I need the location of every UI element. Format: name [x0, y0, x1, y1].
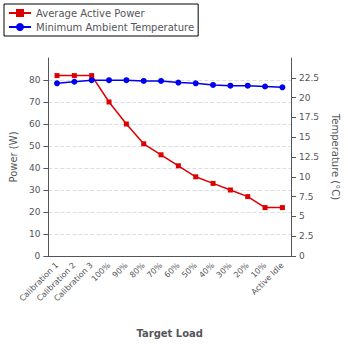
- svg-text:50%: 50%: [180, 261, 199, 280]
- svg-text:7.5: 7.5: [299, 192, 313, 202]
- svg-text:12.5: 12.5: [299, 152, 319, 162]
- svg-text:10%: 10%: [249, 260, 269, 280]
- svg-text:5: 5: [299, 211, 305, 221]
- svg-text:60%: 60%: [163, 261, 182, 280]
- svg-text:40: 40: [29, 163, 41, 173]
- svg-text:Minimum Ambient Temperature: Minimum Ambient Temperature: [36, 22, 194, 33]
- svg-text:Calibration 3: Calibration 3: [52, 261, 94, 303]
- svg-text:70: 70: [29, 97, 41, 107]
- svg-text:20%: 20%: [232, 261, 251, 280]
- svg-text:Average Active Power: Average Active Power: [36, 8, 145, 19]
- svg-text:Calibration 1: Calibration 1: [17, 260, 61, 304]
- svg-text:Active Idle: Active Idle: [250, 261, 286, 297]
- svg-text:17.5: 17.5: [299, 112, 319, 122]
- svg-text:Target Load: Target Load: [136, 328, 203, 339]
- svg-text:30: 30: [29, 185, 41, 195]
- svg-text:40%: 40%: [197, 261, 216, 280]
- svg-text:50: 50: [29, 141, 41, 151]
- svg-text:0: 0: [299, 251, 305, 261]
- svg-text:20: 20: [29, 207, 41, 217]
- svg-text:Power (W): Power (W): [8, 131, 19, 182]
- svg-text:22.5: 22.5: [299, 73, 319, 83]
- svg-text:90%: 90%: [111, 261, 130, 280]
- svg-text:Calibration 2: Calibration 2: [35, 260, 78, 304]
- svg-text:100%: 100%: [90, 261, 113, 284]
- svg-text:2.5: 2.5: [299, 231, 313, 241]
- svg-text:0: 0: [35, 251, 41, 261]
- svg-text:80: 80: [29, 75, 41, 85]
- svg-text:15: 15: [299, 132, 310, 142]
- svg-text:60: 60: [29, 119, 41, 129]
- svg-text:Temperature (°C): Temperature (°C): [330, 113, 341, 200]
- svg-text:30%: 30%: [215, 261, 234, 280]
- svg-text:80%: 80%: [128, 261, 147, 280]
- svg-text:10: 10: [29, 229, 41, 239]
- svg-text:70%: 70%: [145, 261, 164, 280]
- svg-text:10: 10: [299, 172, 311, 182]
- svg-text:20: 20: [299, 93, 311, 103]
